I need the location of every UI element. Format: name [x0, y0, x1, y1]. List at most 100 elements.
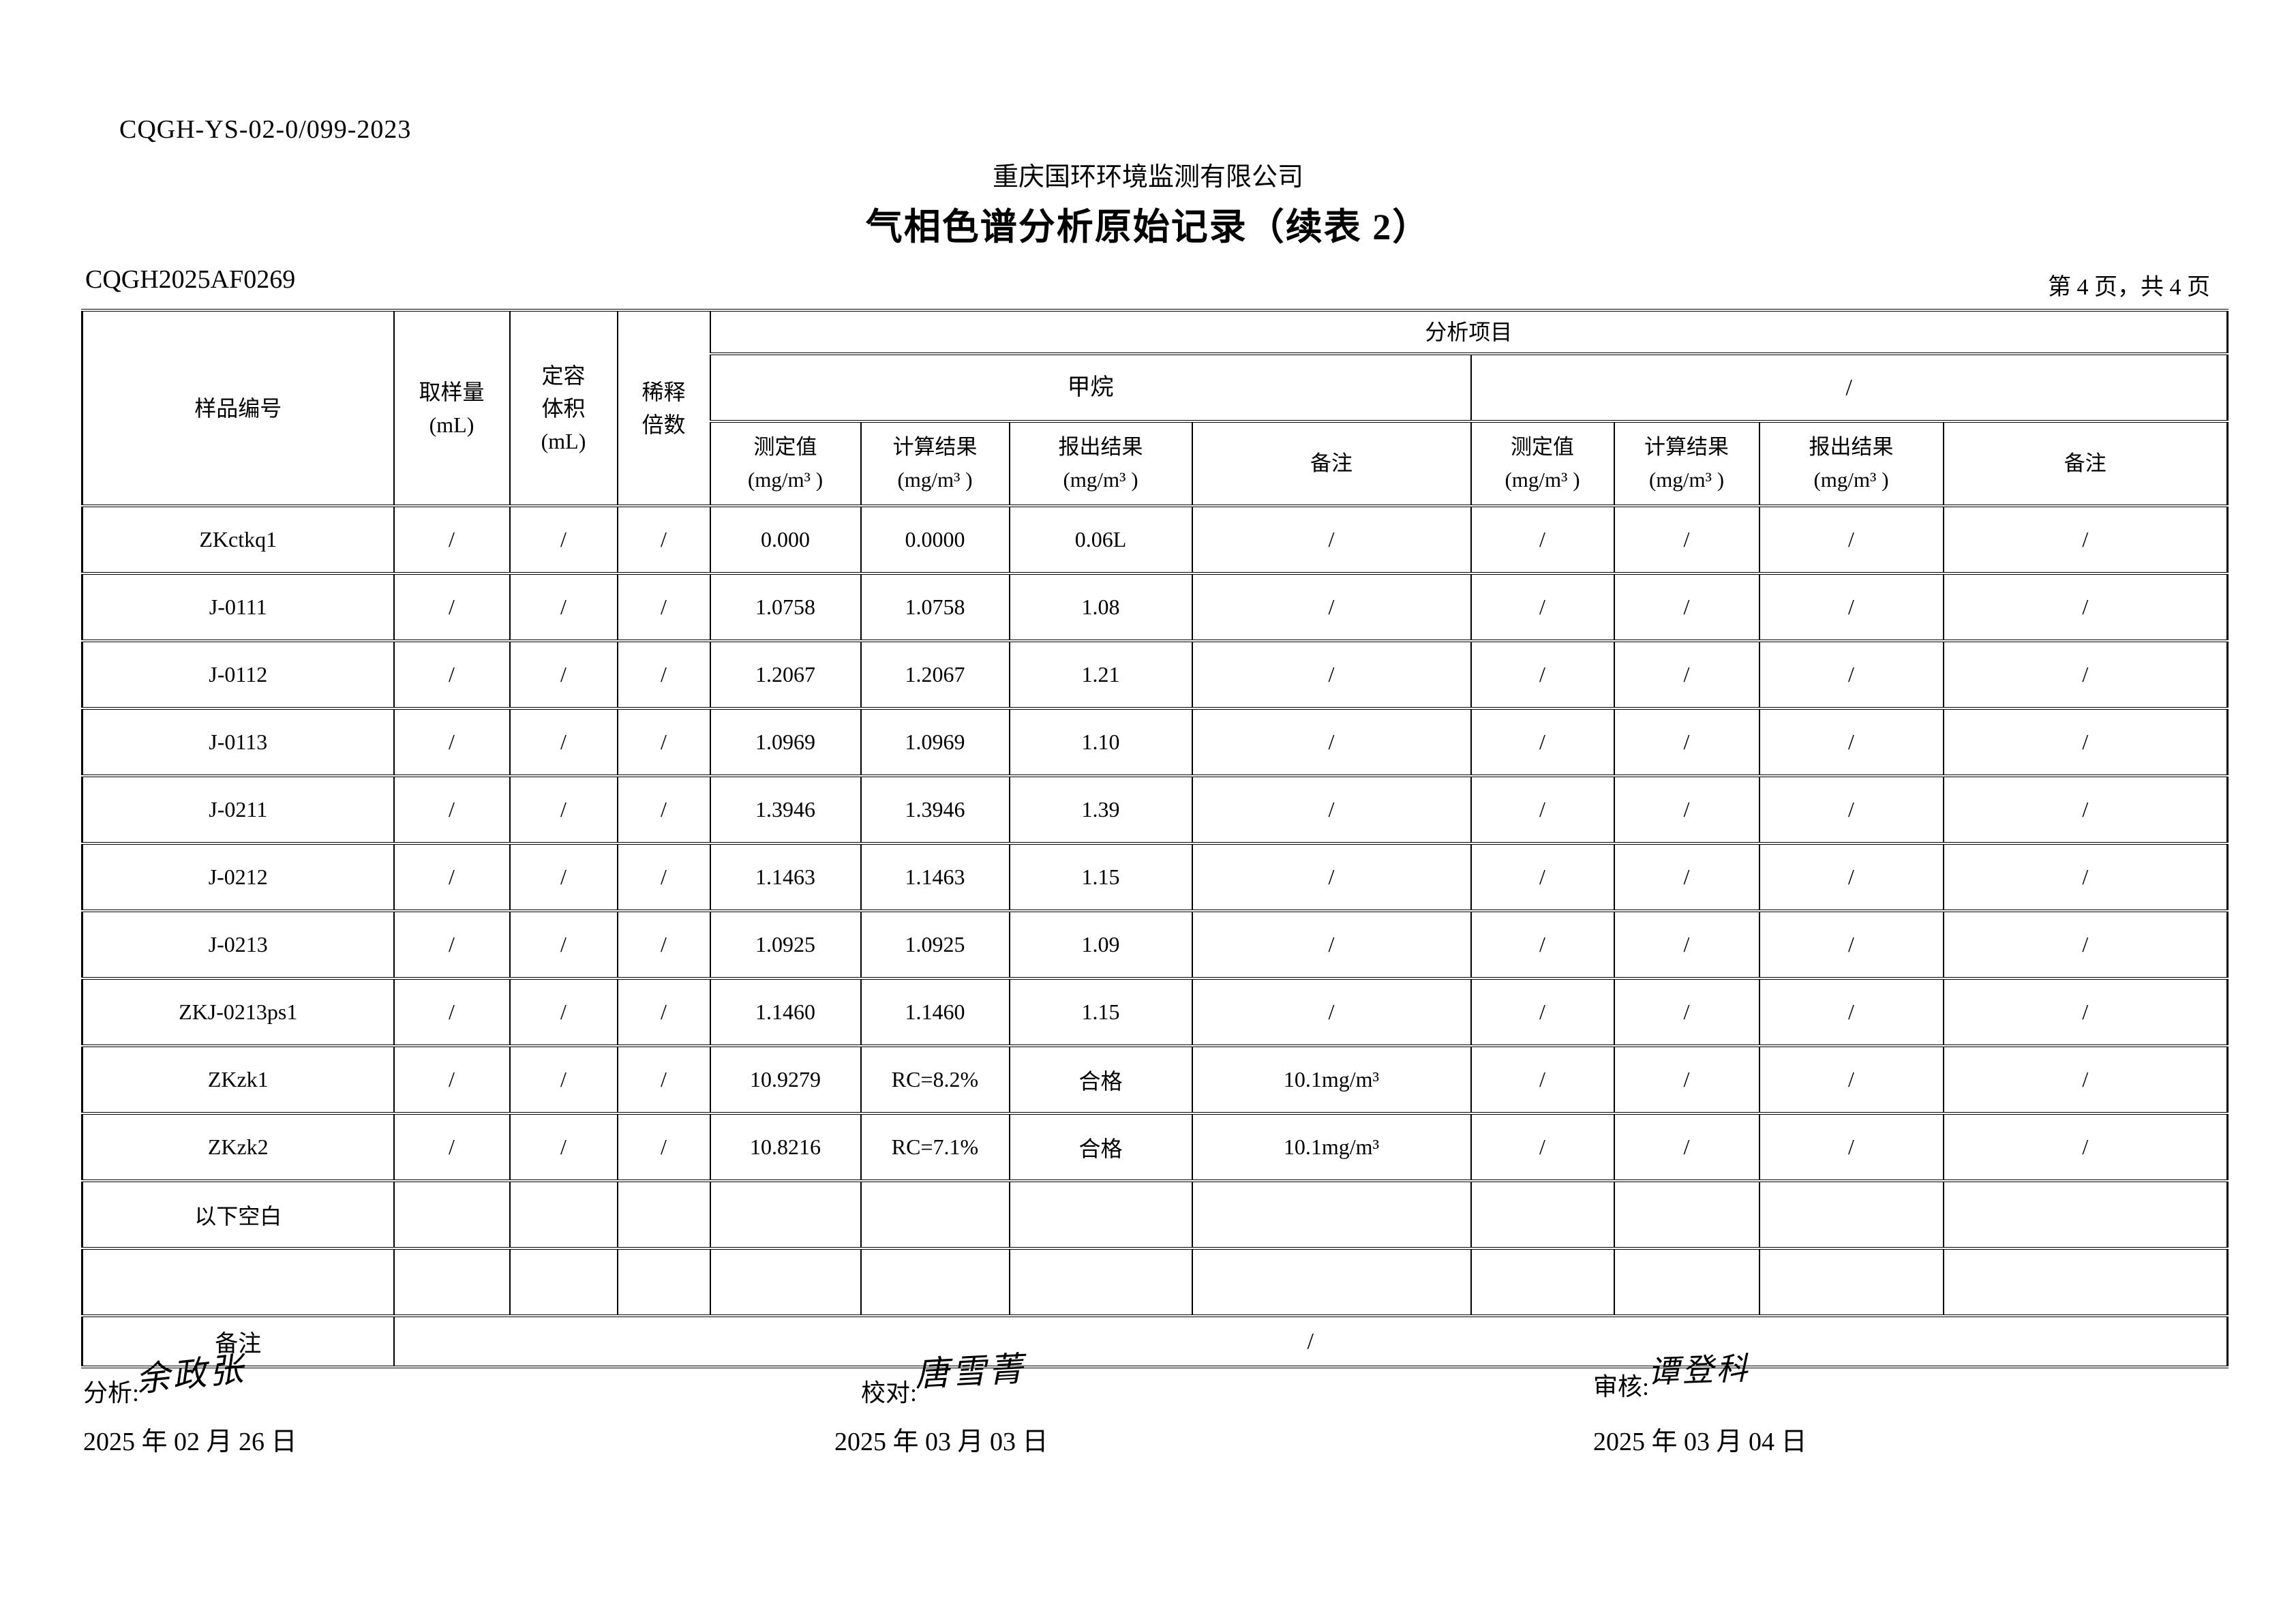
cell-reported-2: /	[1758, 640, 1944, 710]
empty-cell	[393, 1247, 511, 1317]
record-number: CQGH2025AF0269	[85, 265, 296, 294]
cell-dilution: /	[616, 842, 711, 912]
table-header: 样品编号 取样量 (mL) 定容 体积 (mL) 稀释 倍数 分析项目 甲烷 /…	[81, 309, 2229, 507]
header-calculated-2: 计算结果 (mg/m³ )	[1613, 420, 1760, 507]
cell-remark-2: /	[1942, 640, 2229, 710]
cell-calculated-2: /	[1613, 1112, 1760, 1182]
header-remark-2: 备注	[1942, 420, 2229, 507]
header-analysis-item: 分析项目	[709, 309, 2229, 355]
cell-calculated-1: 1.3946	[860, 775, 1010, 845]
cell-reported-2: /	[1758, 1044, 1944, 1115]
header-sample-id: 样品编号	[81, 309, 395, 507]
empty-cell	[393, 1179, 511, 1250]
cell-reported-2: /	[1758, 842, 1944, 912]
cell-reported-1: 1.15	[1008, 842, 1193, 912]
cell-remark-2: /	[1942, 505, 2229, 575]
cell-measured-2: /	[1470, 842, 1615, 912]
cell-remark-1: /	[1191, 842, 1472, 912]
table-row: J-0211 / / / 1.3946 1.3946 1.39 / / / / …	[81, 775, 2229, 845]
cell-remark-1: 10.1mg/m³	[1191, 1112, 1472, 1182]
cell-reported-2: /	[1758, 909, 1944, 980]
cell-measured-1: 10.9279	[709, 1044, 862, 1115]
cell-calculated-1: 1.0758	[860, 572, 1010, 642]
cell-remark-2: /	[1942, 707, 2229, 777]
cell-dilution: /	[616, 707, 711, 777]
page-number-info: 第 4 页，共 4 页	[2048, 275, 2210, 300]
cell-reported-2: /	[1758, 1112, 1944, 1182]
header-sample-qty: 取样量 (mL)	[393, 309, 511, 507]
empty-cell	[1613, 1179, 1760, 1250]
cell-reported-1: 合格	[1008, 1044, 1193, 1115]
cell-sample-qty: /	[393, 1044, 511, 1115]
cell-remark-2: /	[1942, 909, 2229, 980]
empty-cell	[1191, 1247, 1472, 1317]
empty-cell	[509, 1247, 618, 1317]
cell-measured-2: /	[1470, 775, 1615, 845]
table-row: ZKJ-0213ps1 / / / 1.1460 1.1460 1.15 / /…	[81, 977, 2229, 1047]
cell-dilution: /	[616, 640, 711, 710]
cell-sample-id: J-0212	[81, 842, 395, 912]
cell-reported-1: 合格	[1008, 1112, 1193, 1182]
blank-below-row: 以下空白	[81, 1179, 2229, 1250]
header-row-groups: 甲烷 /	[82, 352, 2229, 423]
cell-calculated-2: /	[1613, 1044, 1760, 1115]
header-row-subcolumns: 测定值 (mg/m³ ) 计算结果 (mg/m³ ) 报出结果 (mg/m³ )…	[82, 420, 2229, 507]
cell-reported-1: 1.21	[1008, 640, 1193, 710]
cell-sample-qty: /	[393, 572, 511, 642]
cell-calculated-2: /	[1613, 909, 1760, 980]
cell-measured-1: 10.8216	[709, 1112, 862, 1182]
cell-remark-2: /	[1942, 977, 2229, 1047]
cell-calculated-2: /	[1613, 977, 1760, 1047]
cell-remark-1: /	[1191, 909, 1472, 980]
cell-sample-id: ZKJ-0213ps1	[81, 977, 395, 1047]
header-reported-1: 报出结果 (mg/m³ )	[1008, 420, 1193, 507]
cell-sample-id: J-0113	[81, 707, 395, 777]
empty-cell	[860, 1179, 1010, 1250]
cell-measured-1: 1.2067	[709, 640, 862, 710]
remark-row-value: /	[393, 1314, 2229, 1368]
cell-calculated-1: 1.0969	[860, 707, 1010, 777]
cell-sample-qty: /	[393, 1112, 511, 1182]
cell-measured-2: /	[1470, 707, 1615, 777]
cell-measured-1: 1.0925	[709, 909, 862, 980]
cell-remark-1: /	[1191, 640, 1472, 710]
cell-dilution: /	[616, 505, 711, 575]
cell-reported-1: 1.15	[1008, 977, 1193, 1047]
empty-cell	[1191, 1179, 1472, 1250]
cell-measured-1: 1.0758	[709, 572, 862, 642]
cell-remark-2: /	[1942, 572, 2229, 642]
checker-signature: 唐雪菁	[913, 1349, 1027, 1394]
cell-reported-2: /	[1758, 707, 1944, 777]
cell-calculated-2: /	[1613, 505, 1760, 575]
empty-cell	[860, 1247, 1010, 1317]
table-row: J-0112 / / / 1.2067 1.2067 1.21 / / / / …	[81, 640, 2229, 710]
checker-label: 校对:	[861, 1379, 918, 1407]
cell-fix-volume: /	[509, 842, 618, 912]
doc-code: CQGH-YS-02-0/099-2023	[119, 115, 412, 144]
cell-measured-2: /	[1470, 1044, 1615, 1115]
analyst-block: 分析:余政张	[83, 1349, 250, 1411]
cell-fix-volume: /	[509, 572, 618, 642]
analyst-signature: 余政张	[134, 1349, 248, 1400]
cell-reported-1: 1.10	[1008, 707, 1193, 777]
cell-measured-2: /	[1470, 1112, 1615, 1182]
cell-measured-1: 1.3946	[709, 775, 862, 845]
cell-measured-2: /	[1470, 909, 1615, 980]
cell-remark-1: /	[1191, 707, 1472, 777]
cell-reported-2: /	[1758, 775, 1944, 845]
cell-dilution: /	[616, 572, 711, 642]
analyst-label: 分析:	[83, 1379, 140, 1407]
cell-reported-2: /	[1758, 572, 1944, 642]
empty-cell	[1942, 1179, 2229, 1250]
cell-measured-2: /	[1470, 977, 1615, 1047]
cell-remark-1: /	[1191, 977, 1472, 1047]
cell-fix-volume: /	[509, 707, 618, 777]
cell-remark-2: /	[1942, 842, 2229, 912]
cell-calculated-1: 0.0000	[860, 505, 1010, 575]
cell-dilution: /	[616, 1044, 711, 1115]
cell-calculated-2: /	[1613, 707, 1760, 777]
cell-measured-2: /	[1470, 572, 1615, 642]
empty-cell	[1008, 1179, 1193, 1250]
empty-cell	[1613, 1247, 1760, 1317]
